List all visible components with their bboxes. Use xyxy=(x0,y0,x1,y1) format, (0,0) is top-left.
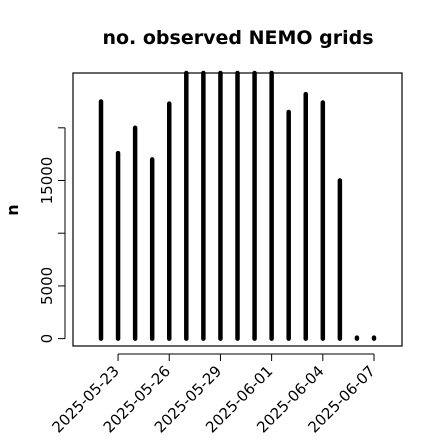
x-axis: 2025-05-232025-05-262025-05-292025-06-01… xyxy=(49,353,379,436)
y-axis-label: n xyxy=(3,204,22,215)
y-tick-label: 0 xyxy=(38,334,56,344)
y-tick-label: 5000 xyxy=(38,267,56,305)
y-axis: 0 5000 15000 xyxy=(38,127,66,344)
y-tick-label: 15000 xyxy=(38,157,56,205)
bars xyxy=(98,70,377,341)
chart-title: no. observed NEMO grids xyxy=(102,27,373,49)
